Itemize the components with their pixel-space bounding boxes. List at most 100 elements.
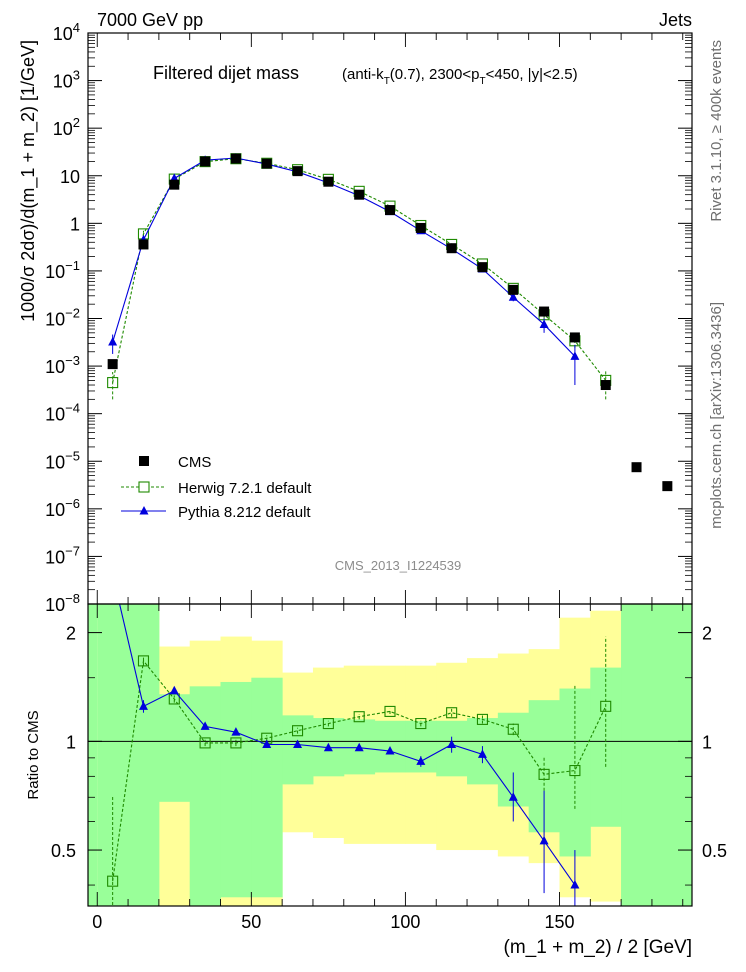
mcplots-label: mcplots.cern.ch [arXiv:1306.3436] bbox=[708, 302, 725, 529]
pythia-point bbox=[477, 749, 487, 758]
cms-point bbox=[569, 332, 580, 343]
pythia-point bbox=[539, 835, 549, 845]
cms-point bbox=[477, 262, 488, 273]
cms-point bbox=[107, 359, 118, 370]
subtitle-sub-2: T bbox=[479, 76, 485, 87]
cms-point bbox=[415, 222, 426, 233]
herwig-point bbox=[384, 705, 396, 717]
pythia-point bbox=[570, 351, 580, 360]
herwig-point bbox=[476, 713, 488, 725]
pythia-point bbox=[231, 727, 241, 736]
ratio-frame bbox=[87, 603, 693, 907]
herwig-point bbox=[600, 700, 612, 712]
ratio-ytick-label-right: 1 bbox=[702, 732, 712, 752]
pythia-line bbox=[119, 604, 576, 886]
ratio-xtick-label: 50 bbox=[241, 912, 261, 932]
pythia-point bbox=[169, 685, 179, 695]
main-ytick-label: 103 bbox=[53, 68, 80, 92]
subtitle-part-2: (0.7), 2300<p bbox=[390, 66, 480, 83]
band-green bbox=[282, 715, 314, 785]
tick-base: 10 bbox=[53, 72, 73, 92]
ratio-ytick-label-right: 0.5 bbox=[702, 841, 727, 861]
legend-marker-pythia bbox=[139, 506, 149, 515]
herwig-line bbox=[112, 158, 607, 383]
ratio-ytick-label-left: 0.5 bbox=[51, 841, 76, 861]
pythia-point bbox=[293, 739, 303, 748]
subtitle-part-1: (anti-k bbox=[342, 66, 384, 83]
tick-exponent: −1 bbox=[65, 258, 80, 273]
herwig-point bbox=[230, 737, 242, 749]
cms-point bbox=[261, 158, 272, 169]
main-ytick-label: 104 bbox=[53, 20, 80, 44]
cms-point bbox=[169, 179, 180, 190]
pythia-point bbox=[108, 337, 118, 346]
main-ytick-label: 10−2 bbox=[45, 306, 80, 330]
pythia-point bbox=[385, 746, 395, 755]
tick-exponent: −8 bbox=[65, 591, 80, 606]
main-ytick-label: 10−5 bbox=[45, 448, 80, 472]
main-ylabel: 1000/σ 2dσ)/d(m_1 + m_2) [1/GeV] bbox=[18, 40, 39, 322]
tick-exponent: −6 bbox=[65, 496, 80, 511]
subtitle-part-3: <450, |y|<2.5) bbox=[486, 66, 578, 83]
pythia-point bbox=[138, 701, 148, 710]
legend-label: CMS bbox=[178, 454, 211, 471]
pythia-point bbox=[108, 569, 117, 578]
ratio-bands bbox=[88, 604, 692, 906]
pythia-point bbox=[508, 292, 518, 301]
cms-point bbox=[323, 176, 334, 187]
main-axis-ticks: 10410310210110−110−210−310−410−510−610−7… bbox=[45, 20, 692, 615]
cms-point bbox=[385, 205, 395, 216]
ratio-ytick-label-left: 2 bbox=[66, 624, 76, 644]
ratio-xtick-label: 150 bbox=[544, 912, 574, 932]
tick-base: 10 bbox=[53, 24, 73, 44]
band-green bbox=[88, 604, 98, 906]
main-panel bbox=[107, 153, 673, 492]
cms-point bbox=[138, 239, 149, 250]
tick-base: 10 bbox=[45, 500, 65, 520]
main-ytick-label: 10−8 bbox=[45, 591, 80, 615]
cms-point bbox=[292, 166, 303, 177]
tick-exponent: 3 bbox=[73, 68, 80, 83]
cms-point bbox=[354, 189, 365, 200]
plot-title: Filtered dijet mass bbox=[153, 63, 299, 83]
band-green bbox=[128, 604, 160, 906]
tick-exponent: −2 bbox=[65, 306, 80, 321]
energy-label: 7000 GeV pp bbox=[97, 10, 203, 30]
rivet-label: Rivet 3.1.10, ≥ 400k events bbox=[708, 40, 725, 222]
cms-point bbox=[508, 284, 519, 295]
legend: CMS Herwig 7.2.1 default Pythia 8.212 defa… bbox=[121, 454, 312, 521]
tick-base: 10 bbox=[45, 357, 65, 377]
band-green bbox=[189, 686, 222, 906]
band-green bbox=[220, 681, 252, 898]
tick-exponent: 2 bbox=[73, 115, 80, 130]
herwig-point bbox=[107, 875, 119, 887]
plot-subtitle: (anti-kT(0.7), 2300<pT<450, |y|<2.5) bbox=[342, 66, 578, 87]
subtitle-sub-1: T bbox=[384, 76, 390, 87]
herwig-point bbox=[538, 768, 550, 780]
main-ytick-label: 10−4 bbox=[45, 401, 80, 425]
herwig-point bbox=[569, 765, 581, 777]
main-ytick-label: 10 bbox=[60, 167, 80, 187]
cms-point bbox=[539, 306, 550, 317]
tick-base: 10 bbox=[45, 405, 65, 425]
herwig-point bbox=[107, 377, 119, 389]
herwig-point bbox=[353, 711, 365, 723]
tick-exponent: −4 bbox=[65, 401, 80, 416]
legend-label: Herwig 7.2.1 default bbox=[178, 480, 312, 497]
main-ytick-label: 10−1 bbox=[45, 258, 80, 282]
pythia-point bbox=[508, 792, 518, 801]
tick-base: 10 bbox=[45, 310, 65, 330]
cms-point bbox=[230, 153, 241, 164]
legend-marker-herwig bbox=[138, 481, 150, 493]
tick-base: 10 bbox=[45, 547, 65, 567]
pythia-point bbox=[262, 739, 272, 748]
band-green bbox=[97, 604, 129, 906]
cms-point bbox=[631, 462, 642, 473]
pythia-point bbox=[570, 880, 580, 889]
pythia-point bbox=[416, 756, 426, 765]
tick-exponent: 4 bbox=[73, 20, 80, 35]
tick-exponent: −7 bbox=[65, 543, 80, 558]
jets-label: Jets bbox=[659, 10, 692, 30]
pythia-point bbox=[447, 739, 457, 748]
cms-point bbox=[200, 156, 211, 167]
